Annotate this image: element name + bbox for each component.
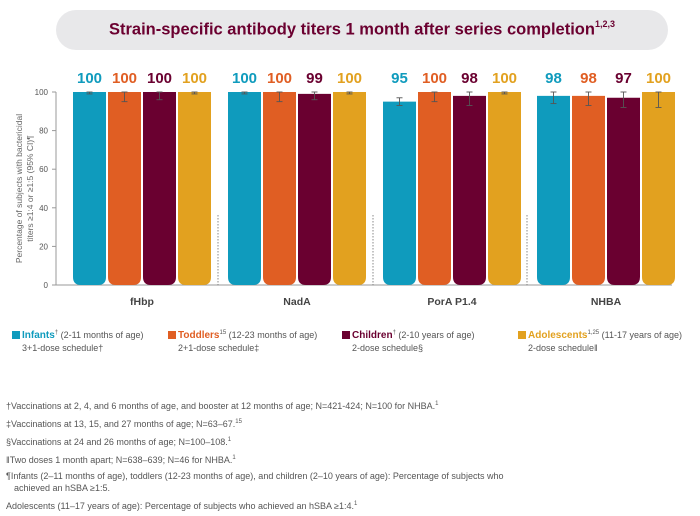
bar [453,95,486,285]
y-tick-label: 40 [39,204,48,213]
x-category-label: PorA P1.4 [427,296,476,308]
legend-desc-toddlers: (12-23 months of age) [226,330,318,340]
legend-desc-infants: (2-11 months of age) [58,330,144,340]
legend-label-children: Children [352,330,393,341]
legend-desc-children: (2-10 years of age) [395,330,475,340]
bar [488,92,521,285]
legend-swatch-infants [12,331,20,339]
bar [572,95,605,285]
bar-value-label: 100 [267,70,292,87]
legend-label-toddlers: Toddlers [178,330,220,341]
bar [642,92,675,285]
y-tick-label: 80 [39,127,48,136]
bar [143,92,176,285]
bar [263,92,296,285]
bar-value-label: 97 [615,70,632,87]
footnote-text: Adolescents (11–17 years of age): Percen… [6,501,354,511]
footnote: §Vaccinations at 24 and 26 months of age… [6,434,696,448]
bar-value-label: 98 [461,70,478,87]
footnote-ref: 1 [354,501,358,507]
legend-desc-adolescents: (11-17 years of age) [599,330,683,340]
bar-value-label: 100 [77,70,102,87]
y-axis-label-line2: titers ≥1:4 or ≥1:5 (95% CI)¶ [25,135,35,242]
footnote: Adolescents (11–17 years of age): Percen… [6,498,696,512]
legend-swatch-toddlers [168,331,176,339]
chart-title-text: Strain-specific antibody titers 1 month … [109,20,595,39]
footnote: achieved an hSBA ≥1:5. [6,482,696,494]
footnote-text: †Vaccinations at 2, 4, and 6 months of a… [6,401,436,411]
bar [333,92,366,285]
legend-label-infants: Infants [22,330,55,341]
y-axis-label-line1: Percentage of subjects with bactericidal [14,114,24,263]
bar-value-label: 100 [646,70,671,87]
legend-schedule-adolescents: 2-dose schedule‖ [528,343,598,353]
y-tick-label: 100 [35,88,49,97]
bar-value-label: 100 [112,70,137,87]
bar-chart: 0 20 40 60 80 100 Percentage of subjects with … [14,70,675,308]
x-category-label: fHbp [130,296,154,308]
footnote-text: achieved an hSBA ≥1:5. [14,483,111,493]
legend-label-adolescents: Adolescents [528,330,588,341]
bar [537,95,570,285]
bar [298,93,331,286]
legend-item-infants: Infants† (2-11 months of age) 3+1-dose s… [12,327,144,354]
legend-item-children: Children† (2-10 years of age) 2-dose sch… [342,327,474,354]
bar-value-label: 100 [492,70,517,87]
footnote-text: ‡Vaccinations at 13, 15, and 27 months o… [6,419,236,429]
x-category-label: NadA [283,296,311,308]
legend-sup-toddlers: 15 [219,330,227,336]
footnote: ¶Infants (2–11 months of age), toddlers … [6,470,696,482]
bar [383,101,416,286]
bar-value-label: 100 [232,70,257,87]
footnote-ref: 1 [435,401,439,407]
footnote-text: ‖Two doses 1 month apart; N=638–639; N=4… [6,455,233,465]
bar [178,92,211,285]
legend-schedule-toddlers: 2+1-dose schedule‡ [178,343,260,353]
bar-value-label: 100 [147,70,172,87]
bar-value-label: 100 [422,70,447,87]
footnote: ‡Vaccinations at 13, 15, and 27 months o… [6,416,696,430]
footnote-ref: 1 [227,437,232,443]
legend-swatch-children [342,331,350,339]
bar-value-label: 100 [182,70,207,87]
y-tick-label: 0 [44,281,49,290]
y-tick-label: 60 [39,165,48,174]
bar [228,92,261,285]
chart-title: Strain-specific antibody titers 1 month … [109,19,615,40]
legend-schedule-infants: 3+1-dose schedule† [22,343,104,353]
footnote-ref: 1 [232,455,236,461]
legend-sup-infants: † [54,330,59,336]
bar-value-label: 98 [580,70,597,87]
bar-value-label: 95 [391,70,408,87]
bar-value-label: 98 [545,70,562,87]
legend-swatch-adolescents [518,331,526,339]
x-category-label: NHBA [591,296,622,308]
bar [607,97,640,285]
footnote-text: ¶Infants (2–11 months of age), toddlers … [6,471,504,481]
y-tick-label: 20 [39,242,48,251]
footnotes: †Vaccinations at 2, 4, and 6 months of a… [6,398,696,516]
bar-value-label: 100 [337,70,362,87]
footnote-ref: 15 [235,419,242,425]
bar [73,92,106,285]
legend-sup-adolescents: 1,25 [587,330,600,336]
legend-sup-children: † [392,330,396,336]
bar [418,92,451,285]
chart-title-references: 1,2,3 [594,19,615,30]
footnote-text: §Vaccinations at 24 and 26 months of age… [6,437,228,447]
footnote: ‖Two doses 1 month apart; N=638–639; N=4… [6,452,696,466]
legend-schedule-children: 2-dose schedule§ [352,343,424,353]
bar [108,92,141,285]
chart-title-banner: Strain-specific antibody titers 1 month … [56,10,668,50]
bar-value-label: 99 [306,70,323,87]
footnote: †Vaccinations at 2, 4, and 6 months of a… [6,398,696,412]
legend-item-adolescents: Adolescents1,25 (11-17 years of age) 2-d… [518,327,682,354]
legend-item-toddlers: Toddlers15 (12-23 months of age) 2+1-dos… [168,327,317,354]
